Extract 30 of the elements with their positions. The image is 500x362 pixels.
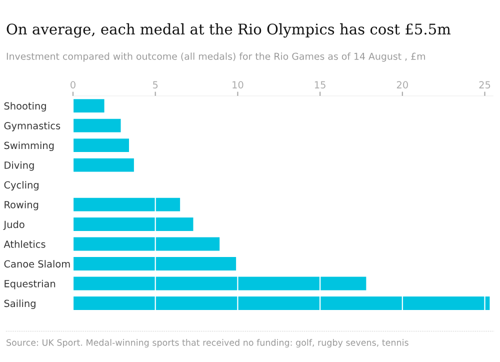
chart-title: On average, each medal at the Rio Olympics has cost £5.5m: [6, 23, 451, 38]
y-tick-label: Cycling: [4, 181, 38, 190]
x-tick-label: 15: [314, 81, 326, 88]
y-tick-label: Gymnastics: [4, 122, 60, 132]
bar: [73, 118, 121, 132]
bar: [73, 218, 194, 231]
x-tick-label: 0: [70, 81, 76, 88]
y-tick-label: Swimming: [4, 142, 54, 152]
bar: [73, 276, 366, 290]
y-tick-label: Equestrian: [4, 280, 56, 290]
x-tick-label: 20: [396, 81, 408, 88]
chart-subtitle: Investment compared with outcome (all medals) for the Rio Games as of 14 August , £m: [6, 52, 425, 62]
y-tick-label: Rowing: [4, 200, 38, 210]
y-tick-label: Sailing: [4, 300, 36, 309]
bar: [73, 257, 236, 270]
bar: [73, 296, 490, 310]
bar: [73, 158, 134, 172]
y-tick-label: Athletics: [4, 240, 46, 248]
y-tick-label: Canoe Slalom: [4, 260, 70, 268]
x-tick-label: 25: [479, 81, 490, 88]
x-tick-label: 5: [153, 81, 158, 88]
x-tick-label: 10: [232, 81, 244, 88]
bar: [73, 237, 220, 251]
bar: [73, 99, 104, 113]
y-tick-label: Shooting: [4, 102, 46, 112]
y-tick-label: Judo: [3, 220, 24, 230]
bar: [73, 138, 129, 152]
source-note: Source: UK Sport. Medal-winning sports that received no funding: golf, rugby sevens, tennis: [6, 339, 408, 348]
bar: [73, 198, 180, 212]
y-tick-label: Diving: [4, 161, 34, 171]
